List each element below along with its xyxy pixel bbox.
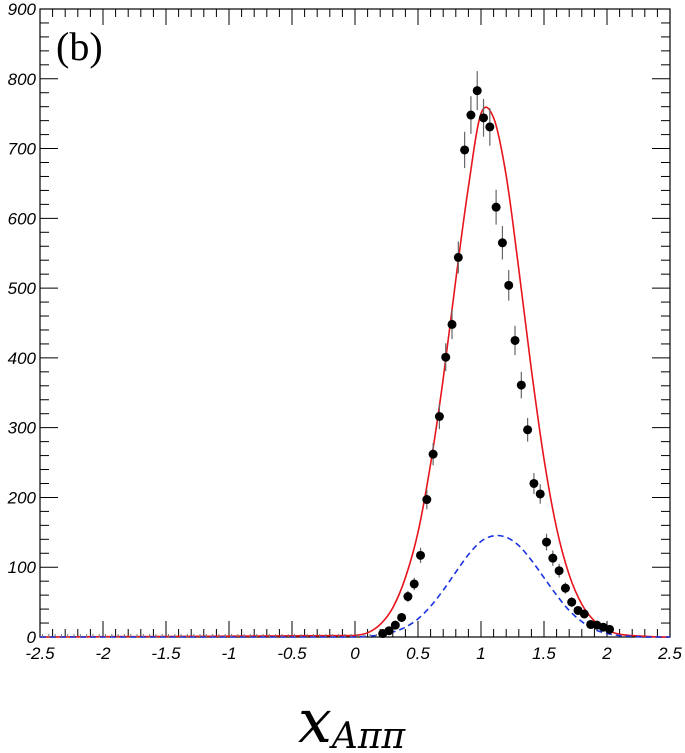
x-tick-label: -1.5 — [151, 644, 181, 663]
data-point — [447, 319, 457, 329]
y-tick-label: 700 — [8, 140, 37, 159]
data-point — [567, 597, 577, 607]
data-point — [422, 495, 432, 505]
y-tick-label: 300 — [8, 419, 37, 438]
x-tick-label: 1.5 — [532, 644, 556, 663]
y-tick-label: 200 — [7, 488, 37, 507]
data-point — [384, 626, 394, 636]
data-point — [605, 624, 615, 634]
data-point — [390, 620, 400, 630]
data-point — [453, 252, 463, 262]
data-point — [516, 380, 526, 390]
x-tick-label: -1 — [221, 644, 236, 663]
fit-curves — [39, 106, 671, 638]
data-point — [441, 352, 451, 362]
data-points — [42, 71, 615, 639]
x-tick-label: 2 — [601, 644, 612, 663]
data-point — [523, 425, 533, 435]
data-point — [579, 609, 589, 619]
major-ticks — [39, 8, 671, 638]
y-tick-label: 500 — [8, 279, 37, 298]
data-point — [472, 86, 482, 96]
data-point — [479, 113, 489, 123]
x-tick-label: 2.5 — [657, 644, 682, 663]
x-tick-label: -2.5 — [25, 644, 55, 663]
data-point — [403, 592, 413, 602]
data-point — [397, 612, 407, 622]
data-point — [428, 449, 438, 459]
plot-frame — [39, 8, 671, 638]
total-fit-curve — [39, 106, 671, 638]
y-tick-label: 900 — [8, 0, 37, 19]
data-point — [460, 145, 470, 155]
x-tick-label: 0 — [350, 644, 360, 663]
data-point — [548, 553, 558, 563]
data-point — [554, 566, 564, 576]
data-point — [416, 550, 426, 560]
y-tick-label: 0 — [27, 628, 37, 647]
background-curve — [40, 534, 670, 638]
data-point — [409, 579, 419, 589]
data-point — [560, 583, 570, 593]
data-point — [510, 335, 520, 345]
x-tick-label: -2 — [95, 644, 111, 663]
y-tick-label: 800 — [8, 70, 37, 89]
data-point — [535, 489, 545, 499]
data-point — [497, 238, 507, 248]
y-tick-labels: 0 100 200 300 400 500 600 700 800 900 — [7, 0, 37, 647]
data-point — [466, 110, 476, 120]
data-point — [542, 537, 552, 547]
x-axis-label-base: x — [298, 687, 332, 753]
y-tick-label: 400 — [8, 349, 37, 368]
x-axis-label-subscript: Aππ — [329, 716, 407, 753]
x-tick-label: 1 — [476, 644, 485, 663]
data-point — [434, 412, 444, 422]
x-tick-label: 0.5 — [406, 644, 430, 663]
panel-label: (b) — [56, 24, 103, 69]
minor-ticks — [39, 9, 670, 637]
data-point — [485, 122, 495, 132]
x-tick-label: -0.5 — [277, 644, 307, 663]
x-axis-label: xAππ — [298, 687, 407, 753]
y-tick-label: 100 — [8, 558, 37, 577]
data-point — [491, 202, 501, 212]
y-tick-label: 600 — [8, 209, 37, 228]
data-point — [504, 280, 514, 290]
x-tick-labels: -2.5 -2 -1.5 -1 -0.5 0 0.5 1 1.5 2 2.5 — [25, 644, 682, 663]
data-point — [529, 478, 539, 488]
